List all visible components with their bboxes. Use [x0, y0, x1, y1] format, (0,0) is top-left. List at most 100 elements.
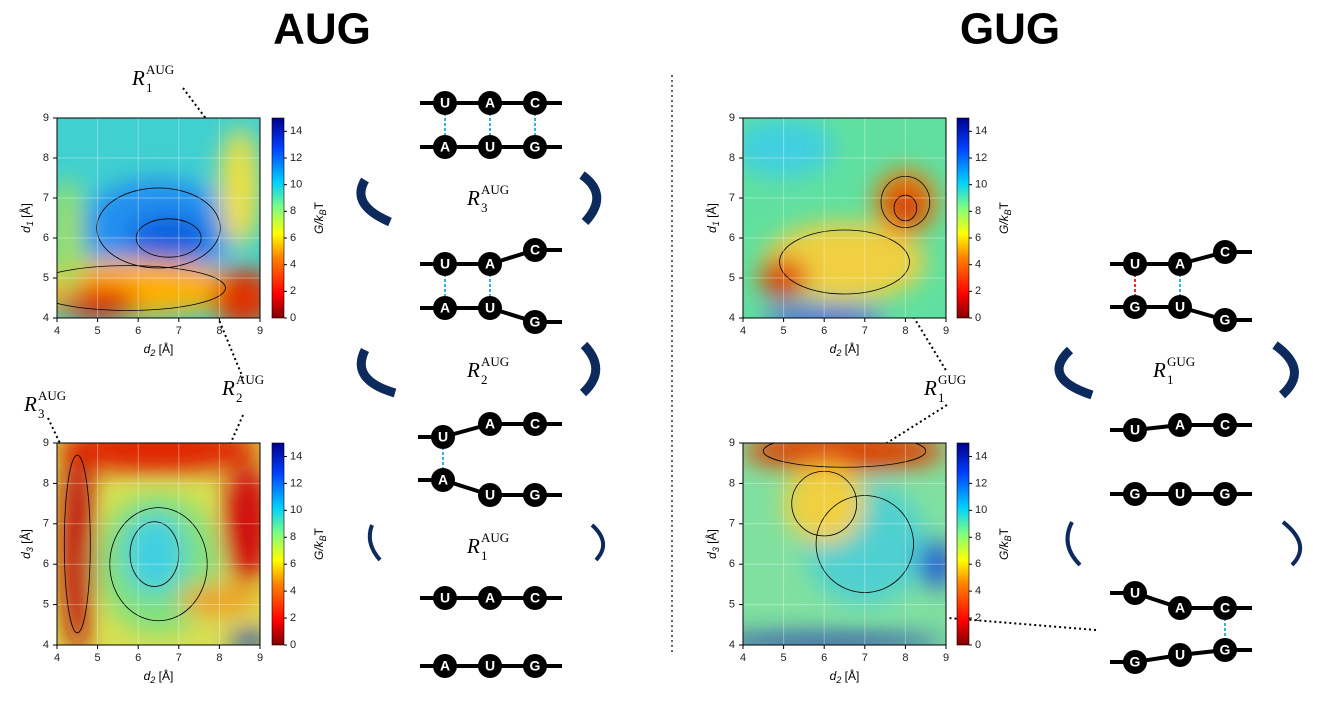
x-tick-label: 7: [176, 652, 182, 664]
nucleotide-letter: A: [440, 658, 450, 674]
y-tick-label: 6: [729, 558, 735, 570]
axis-label-part: [Å]: [18, 529, 33, 547]
y-tick-label: 4: [43, 312, 49, 324]
colorbar-tick-label: 0: [290, 639, 296, 651]
x-tick-label: 9: [257, 325, 263, 337]
x-tick-label: 6: [821, 325, 827, 337]
annotation-sup: GUG: [1167, 354, 1195, 369]
colorbar-tick-label: 2: [975, 285, 981, 297]
axis-label-part: T: [997, 527, 1011, 535]
nucleotide-letter: G: [1220, 486, 1231, 502]
x-tick-label: 5: [781, 652, 787, 664]
colorbar-tick-label: 4: [975, 585, 981, 597]
nucleotide-letter: A: [485, 590, 495, 606]
nucleotide-letter: G: [1130, 654, 1141, 670]
annotation-base: R: [1152, 358, 1166, 382]
title: AUG: [273, 5, 371, 54]
heatmap: [733, 118, 946, 330]
axis-label-part: [Å]: [841, 341, 859, 356]
annotation-base: R: [923, 376, 937, 400]
colorbar-tick-label: 8: [290, 205, 296, 217]
nucleotide-letter: A: [440, 139, 450, 155]
axis-label: G/kBT: [312, 201, 328, 234]
nucleotide-letter: A: [485, 416, 495, 432]
y-tick-label: 6: [43, 232, 49, 244]
nucleotide-letter: C: [530, 590, 540, 606]
y-tick-label: 9: [43, 437, 49, 449]
colorbar-tick-label: 4: [975, 259, 981, 271]
nucleotide-letter: U: [440, 590, 450, 606]
annotation-base: R: [221, 376, 235, 400]
annotation-sup: AUG: [481, 354, 509, 369]
y-tick-label: 9: [729, 112, 735, 124]
x-tick-label: 7: [862, 325, 868, 337]
nucleotide-letter: U: [485, 487, 495, 503]
nucleotide-letter: U: [1175, 647, 1185, 663]
colorbar-tick-label: 10: [290, 179, 302, 191]
nucleotide-letter: A: [438, 472, 448, 488]
colorbar-tick-label: 8: [975, 205, 981, 217]
y-tick-label: 7: [729, 518, 735, 530]
nucleotide-letter: C: [1220, 600, 1230, 616]
axis-label: d1 [Å]: [704, 203, 721, 233]
y-tick-label: 4: [43, 639, 49, 651]
heatmap-blob: [124, 514, 185, 595]
annotation-sub: 1: [481, 548, 488, 563]
nucleotide-letter: G: [530, 139, 541, 155]
y-tick-label: 8: [43, 477, 49, 489]
axis-label: d2 [Å]: [144, 341, 174, 358]
annotation-sup: AUG: [481, 182, 509, 197]
colorbar-tick-label: 6: [975, 558, 981, 570]
nucleotide-letter: U: [1130, 585, 1140, 601]
annotation-base: R: [466, 186, 480, 210]
annotation-sup: GUG: [938, 372, 966, 387]
nucleotide-letter: G: [1130, 486, 1141, 502]
y-tick-label: 9: [43, 112, 49, 124]
colorbar-tick-label: 0: [975, 639, 981, 651]
nucleotide-letter: A: [485, 256, 495, 272]
nucleotide-letter: C: [530, 242, 540, 258]
figure: AUG GUG 456789456789d2 [Å]d1 [Å]02468101…: [0, 0, 1321, 702]
axis-label: d3 [Å]: [18, 529, 35, 559]
title: GUG: [960, 5, 1060, 54]
colorbar-tick-label: 10: [975, 179, 987, 191]
annotation-sup: AUG: [146, 62, 174, 77]
colorbar-tick-label: 14: [975, 450, 987, 462]
axis-label-part: [Å]: [155, 341, 173, 356]
colorbar: [272, 118, 284, 318]
colorbar-tick-label: 4: [290, 259, 296, 271]
x-tick-label: 8: [216, 652, 222, 664]
x-tick-label: 7: [176, 325, 182, 337]
annotation-sub: 3: [38, 406, 45, 421]
colorbar-tick-label: 10: [975, 504, 987, 516]
nucleotide-letter: U: [440, 256, 450, 272]
heatmap-blob: [213, 268, 274, 328]
x-tick-label: 5: [95, 325, 101, 337]
colorbar-tick-label: 14: [290, 125, 302, 137]
x-tick-label: 5: [781, 325, 787, 337]
axis-label-part: T: [312, 201, 326, 209]
y-tick-label: 7: [729, 192, 735, 204]
annotation-sup: AUG: [481, 530, 509, 545]
axis-label: G/kBT: [997, 201, 1013, 234]
nucleotide-letter: U: [1130, 256, 1140, 272]
x-tick-label: 4: [740, 325, 746, 337]
nucleotide-letter: U: [1130, 422, 1140, 438]
annotation-sub: 1: [938, 390, 945, 405]
nucleotide-letter: A: [440, 300, 450, 316]
colorbar-tick-label: 4: [290, 585, 296, 597]
colorbar-tick-label: 14: [975, 125, 987, 137]
nucleotide-letter: A: [1175, 256, 1185, 272]
axis-label: d2 [Å]: [830, 341, 860, 358]
nucleotide-letter: U: [485, 658, 495, 674]
x-tick-label: 8: [216, 325, 222, 337]
colorbar-tick-label: 10: [290, 504, 302, 516]
colorbar-tick-label: 2: [290, 285, 296, 297]
heatmap-blob: [57, 425, 260, 473]
colorbar-tick-label: 12: [975, 152, 987, 164]
y-tick-label: 8: [729, 477, 735, 489]
colorbar: [272, 443, 284, 645]
x-tick-label: 5: [95, 652, 101, 664]
annotation-sup: AUG: [38, 388, 66, 403]
x-tick-label: 8: [902, 325, 908, 337]
